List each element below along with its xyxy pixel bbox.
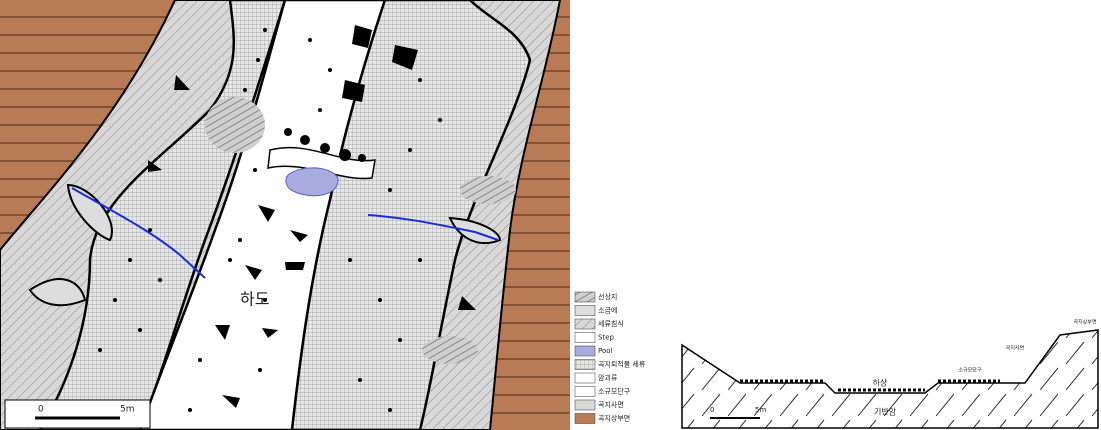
legend-label: 세류침식	[598, 319, 624, 328]
legend-label: 곡지상부면	[598, 414, 630, 423]
section-scale-zero: 0	[710, 406, 714, 414]
legend-swatch	[574, 291, 596, 303]
legend-swatch	[574, 359, 596, 370]
section-label: 소규모단구	[958, 367, 981, 374]
scale-zero: 0	[38, 405, 44, 415]
step	[267, 146, 376, 180]
section-label: 곡지상부면	[1073, 319, 1096, 326]
legend-label: Step	[598, 334, 614, 342]
legend-swatch	[574, 305, 596, 316]
cross-section: 곡지상부면 곡지사면 소규모단구 하상 기반암 0 5m	[681, 319, 1099, 429]
fan	[460, 176, 516, 204]
legend-swatch	[574, 318, 596, 330]
legend-label: 곡지퇴적물 세류	[598, 360, 646, 369]
stream	[367, 214, 499, 241]
fan	[422, 336, 478, 364]
legend-swatch	[574, 372, 596, 384]
legend-swatch	[574, 345, 596, 357]
legend-label: Pool	[598, 347, 613, 355]
legend-swatch	[574, 399, 596, 411]
legend-label: 암괴류	[598, 374, 618, 382]
small-lobe	[28, 278, 87, 307]
rill	[66, 183, 113, 242]
bedrock	[681, 329, 1099, 429]
section-label: 하상	[873, 378, 888, 388]
section-scale-length: 5m	[755, 406, 766, 414]
stream	[71, 187, 206, 279]
dots	[98, 28, 442, 412]
channel-label: 하도	[240, 290, 269, 309]
section-label: 기반암	[874, 407, 897, 417]
pool	[285, 167, 339, 197]
scale-box	[4, 399, 151, 429]
fan	[205, 97, 265, 153]
legend-label: 소규모단구	[598, 387, 631, 396]
legend-label: 선상지	[598, 292, 617, 301]
legend-swatch	[574, 386, 596, 397]
legend-swatch	[574, 413, 596, 424]
legend-swatch	[574, 332, 596, 343]
legend-label: 곡지사면	[598, 400, 624, 409]
section-label: 곡지사면	[1006, 345, 1025, 352]
scale-length: 5m	[120, 405, 135, 415]
deposits	[740, 379, 1000, 392]
map: 하도 0 5m	[0, 0, 570, 430]
boulders	[148, 25, 476, 408]
legend-label: 소금에	[598, 306, 617, 315]
